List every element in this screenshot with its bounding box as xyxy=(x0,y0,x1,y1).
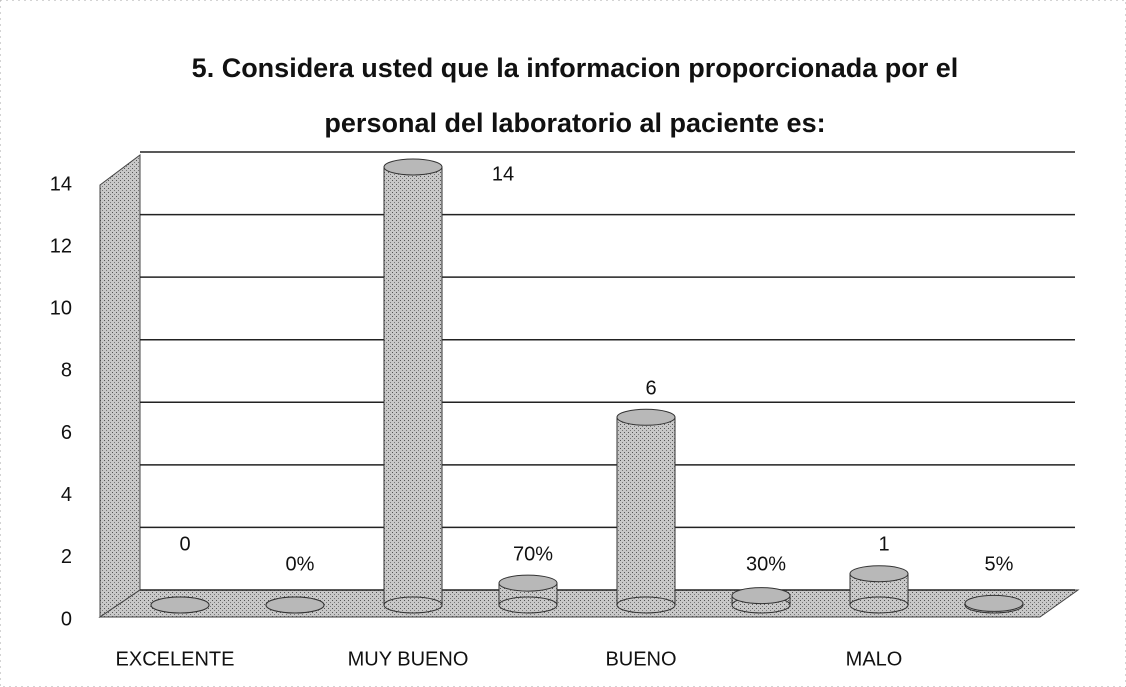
cylinder xyxy=(731,587,791,614)
cylinder-body xyxy=(383,166,443,606)
data-label: 6 xyxy=(645,378,656,400)
x-tick-label: EXCELENTE xyxy=(116,648,235,670)
cylinder xyxy=(383,158,443,614)
cylinder-bottom xyxy=(498,596,558,614)
cylinder-top xyxy=(964,594,1024,612)
y-tick-label: 8 xyxy=(61,360,72,382)
data-label: 5% xyxy=(985,553,1014,575)
x-tick-label: MUY BUENO xyxy=(348,648,469,670)
chart-title: 5. Considera usted que la informacion pr… xyxy=(192,53,959,138)
y-tick-label: 12 xyxy=(50,235,72,257)
side-wall xyxy=(99,154,141,618)
data-label: 0% xyxy=(286,553,315,575)
cylinder-top xyxy=(616,408,676,426)
cylinder-top xyxy=(150,596,210,614)
cylinder-top xyxy=(498,574,558,592)
cylinder xyxy=(498,574,558,614)
floor xyxy=(98,589,1080,618)
cylinder-body xyxy=(616,416,676,606)
cylinder xyxy=(964,594,1024,614)
x-tick-label: BUENO xyxy=(605,648,676,670)
y-tick-label: 0 xyxy=(61,608,72,630)
cylinder-top xyxy=(383,158,443,176)
cylinder xyxy=(265,596,325,614)
data-label: 70% xyxy=(513,543,553,565)
y-tick-label: 2 xyxy=(61,546,72,568)
cylinder-bottom xyxy=(383,596,443,614)
cylinder xyxy=(150,596,210,614)
x-tick-label: MALO xyxy=(846,648,903,670)
y-tick-label: 10 xyxy=(50,298,72,320)
data-label: 1 xyxy=(878,533,889,555)
cylinder-top xyxy=(849,565,909,583)
y-tick-label: 14 xyxy=(50,173,72,195)
data-label: 0 xyxy=(179,533,190,555)
cylinder-bottom xyxy=(849,596,909,614)
cylinder-top xyxy=(265,596,325,614)
data-label: 14 xyxy=(492,163,514,185)
y-tick-label: 4 xyxy=(61,484,72,506)
cylinder xyxy=(616,408,676,614)
data-label: 30% xyxy=(746,553,786,575)
y-tick-label: 6 xyxy=(61,422,72,444)
cylinder-top xyxy=(731,587,791,605)
cylinder xyxy=(849,565,909,614)
cylinder-bottom xyxy=(616,596,676,614)
